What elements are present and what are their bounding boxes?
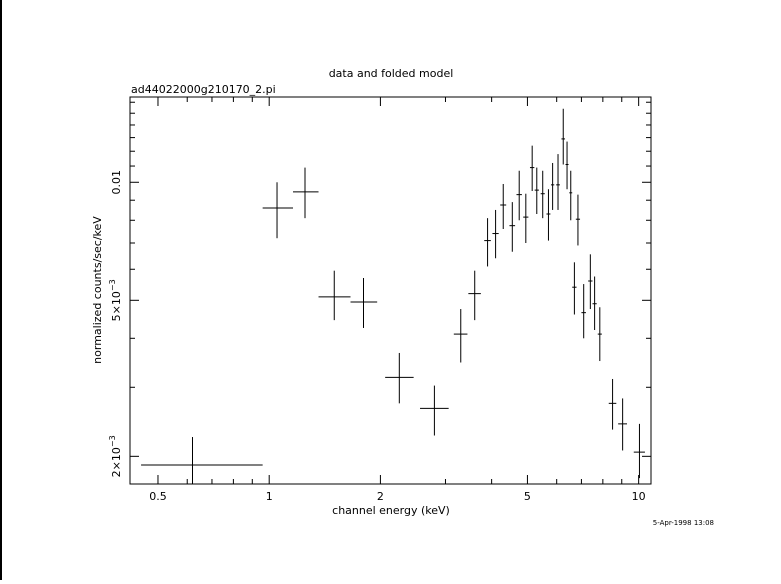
x-tick-label: 10 [632,490,646,503]
data-point [592,276,597,330]
x-tick-label: 1 [266,490,273,503]
x-tick-label: 0.5 [149,490,167,503]
data-point [262,182,294,239]
data-point [618,398,628,451]
y-tick-label: 2×10−3 [108,435,123,477]
x-tick-label: 2 [377,490,384,503]
data-point [468,270,481,321]
window-left-border [0,0,2,580]
data-point [556,154,560,210]
data-point [550,162,555,210]
data-point [633,423,645,479]
data-point [484,218,491,267]
data-point [141,437,263,484]
data-point [529,145,535,192]
data-point [561,108,566,165]
chart-subtitle: ad44022000g210170_2.pi [131,83,276,96]
data-point [534,167,539,214]
data-point [350,277,378,328]
plot-frame [129,96,652,485]
data-point [565,141,569,190]
data-point [569,170,573,221]
data-point [575,194,581,246]
y-axis-label: normalized counts/sec/keV [91,216,104,364]
data-point [523,193,529,244]
data-point [509,202,516,252]
data-point [608,378,617,430]
data-point [581,284,586,339]
axis-ticks [130,97,651,484]
data-point [318,270,351,321]
data-point [516,170,522,221]
axis-tick-labels: 0.5 1 2 5 10 2×10−3 5×10−3 0.01 [108,170,646,503]
data-point [420,385,449,436]
data-point [453,309,468,363]
x-axis-label: channel energy (keV) [332,504,450,517]
data-point [572,262,577,315]
data-point [492,209,499,259]
chart-title: data and folded model [329,67,454,80]
data-point [546,189,551,241]
data-point [588,254,593,310]
data-points [141,108,645,484]
data-point [540,170,545,219]
data-point [500,183,507,230]
y-tick-label: 0.01 [110,170,123,195]
y-tick-label: 5×10−3 [108,279,123,321]
data-point [385,352,414,404]
timestamp: 5-Apr-1998 13:08 [653,519,714,527]
x-tick-label: 5 [524,490,531,503]
data-point [293,167,319,219]
data-point [597,307,602,362]
